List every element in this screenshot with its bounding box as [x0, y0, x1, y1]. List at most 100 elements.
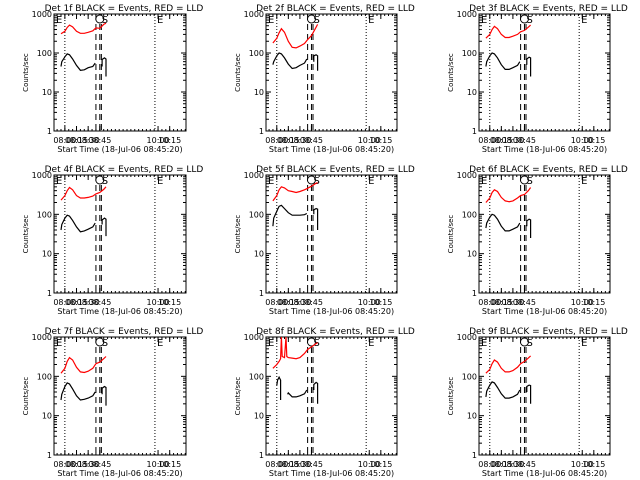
x-tick-label: 10:15	[158, 136, 181, 145]
event-marker-label: E	[581, 15, 587, 26]
x-axis-label: Start Time (18-Jul-06 08:45:20)	[57, 307, 182, 316]
x-tick-label: 08:30	[77, 136, 100, 145]
y-tick-label: 10	[467, 412, 477, 421]
event-marker-ring	[519, 175, 529, 185]
x-tick-label: 08:15	[65, 136, 88, 145]
x-tick-label: 08:45	[513, 136, 536, 145]
y-tick-label: 1	[259, 127, 264, 136]
x-tick-label: 10:00	[571, 136, 594, 145]
plot-frame	[478, 336, 611, 456]
plot-frame	[478, 174, 611, 294]
plot-frame	[265, 13, 398, 132]
event-marker-label: S	[526, 15, 532, 26]
x-tick-label: 08:45	[300, 460, 323, 469]
y-tick-label: 1000	[244, 171, 264, 180]
events-series-line	[526, 56, 532, 77]
x-tick-label: 10:15	[369, 136, 392, 145]
y-tick-label: 100	[249, 49, 264, 58]
panel-title: Det 5f BLACK = Events, RED = LLD	[256, 165, 415, 175]
events-series-line	[272, 204, 308, 227]
x-tick-label: 08:30	[501, 136, 524, 145]
event-marker-label: E	[368, 176, 374, 187]
x-tick-label: 08:15	[490, 460, 513, 469]
x-tick-label: 10:00	[147, 460, 170, 469]
events-series-line	[485, 213, 521, 232]
y-tick-label: 100	[462, 210, 477, 219]
y-tick-label: 1	[259, 289, 264, 298]
event-marker-label: E	[157, 176, 163, 187]
x-tick-label: 08:30	[288, 298, 311, 307]
x-tick-label: 08:00	[478, 298, 501, 307]
events-series-line	[272, 52, 308, 70]
chart-panel-7: Det 7f BLACK = Events, RED = LLD 1 10 100 10…	[22, 327, 203, 478]
x-tick-label: 10:00	[358, 298, 381, 307]
y-tick-label: 100	[249, 372, 264, 381]
lld-series-line	[60, 22, 107, 35]
chart-panel-6: Det 6f BLACK = Events, RED = LLD 1 10 100 10…	[447, 165, 628, 316]
lld-series-line	[485, 187, 532, 203]
x-tick-label: 08:00	[478, 460, 501, 469]
event-marker-label: S	[102, 176, 108, 187]
event-marker-label: S	[526, 176, 532, 187]
y-tick-label: 1	[472, 127, 477, 136]
plot-frame	[478, 13, 611, 132]
events-series-line	[287, 389, 308, 398]
x-tick-label: 08:00	[265, 136, 288, 145]
event-marker-ring	[519, 337, 529, 347]
event-marker-label: S	[526, 338, 532, 349]
x-tick-label: 08:15	[65, 460, 88, 469]
y-tick-label: 1000	[457, 171, 477, 180]
x-axis-label: Start Time (18-Jul-06 08:45:20)	[482, 469, 607, 478]
plot-frame	[53, 13, 187, 132]
event-marker-label: S	[102, 338, 108, 349]
event-marker-label: S	[313, 176, 319, 187]
panel-title: Det 1f BLACK = Events, RED = LLD	[45, 4, 204, 14]
panel-title: Det 4f BLACK = Events, RED = LLD	[45, 165, 204, 175]
x-tick-label: 08:15	[277, 136, 300, 145]
event-marker-label: E	[368, 338, 374, 349]
chart-panel-1: Det 1f BLACK = Events, RED = LLD 1 10 100 10…	[22, 4, 203, 154]
event-marker-label: S	[313, 15, 319, 26]
event-marker-label: E	[481, 15, 487, 26]
events-series-line	[485, 52, 521, 71]
x-tick-label: 10:00	[147, 298, 170, 307]
y-tick-label: 1	[47, 451, 52, 460]
events-series-line	[60, 53, 96, 71]
panel-title: Det 3f BLACK = Events, RED = LLD	[469, 4, 628, 14]
events-series-line	[313, 54, 319, 71]
y-axis-label: Counts/sec	[22, 377, 30, 416]
y-tick-label: 1000	[32, 333, 52, 342]
chart-panel-5: Det 5f BLACK = Events, RED = LLD 1 10 100 10…	[234, 165, 415, 316]
x-tick-label: 10:15	[369, 460, 392, 469]
x-tick-label: 08:15	[490, 136, 513, 145]
x-tick-label: 10:15	[582, 460, 605, 469]
y-tick-label: 1	[47, 289, 52, 298]
event-marker-label: E	[268, 338, 274, 349]
panel-title: Det 8f BLACK = Events, RED = LLD	[256, 327, 415, 337]
event-marker-label: E	[56, 176, 62, 187]
x-tick-label: 08:30	[77, 298, 100, 307]
y-tick-label: 10	[42, 88, 52, 97]
x-axis-label: Start Time (18-Jul-06 08:45:20)	[57, 469, 182, 478]
lld-series-line	[272, 182, 318, 202]
x-tick-label: 10:15	[582, 136, 605, 145]
plot-frame	[265, 336, 398, 456]
y-tick-label: 1000	[457, 333, 477, 342]
lld-series-line	[272, 337, 318, 369]
x-axis-label: Start Time (18-Jul-06 08:45:20)	[57, 145, 182, 154]
lld-series-line	[60, 186, 107, 201]
event-marker-label: S	[102, 15, 108, 26]
chart-panel-8: Det 8f BLACK = Events, RED = LLD 1 10 100 10…	[234, 327, 415, 478]
events-series-line	[60, 214, 96, 233]
event-marker-ring	[306, 14, 316, 24]
y-axis-label: Counts/sec	[22, 53, 30, 92]
event-marker-ring	[95, 337, 105, 347]
event-marker-ring	[519, 14, 529, 24]
chart-panel-9: Det 9f BLACK = Events, RED = LLD 1 10 100 10…	[447, 327, 628, 478]
x-tick-label: 08:45	[88, 460, 111, 469]
events-series-line	[485, 381, 521, 399]
x-axis-label: Start Time (18-Jul-06 08:45:20)	[269, 145, 394, 154]
y-tick-label: 10	[254, 250, 264, 259]
panel-title: Det 9f BLACK = Events, RED = LLD	[469, 327, 628, 337]
